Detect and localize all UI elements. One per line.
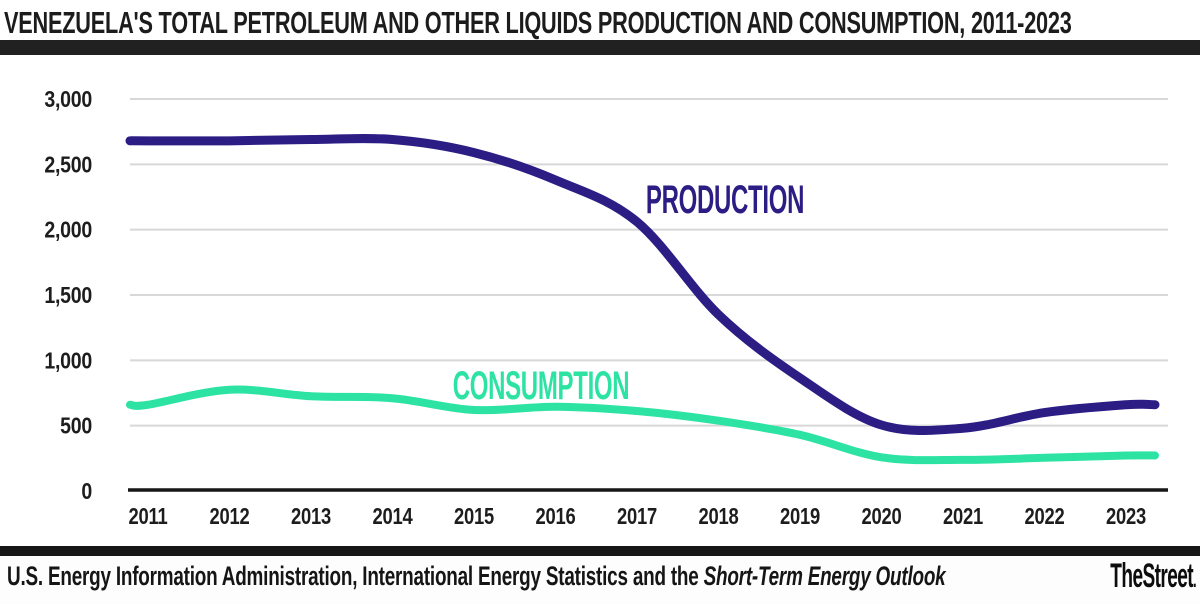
x-tick-label: 2015 xyxy=(454,504,494,529)
y-tick-label: 2,500 xyxy=(44,152,92,178)
source-text-italic: Short-Term Energy Outlook xyxy=(703,561,946,591)
x-tick-label: 2020 xyxy=(862,504,902,529)
source-footer: U.S. Energy Information Administration, … xyxy=(0,546,1200,604)
x-tick-label: 2022 xyxy=(1025,504,1065,529)
chart-header: VENEZUELA'S TOTAL PETROLEUM AND OTHER LI… xyxy=(0,0,1200,56)
x-tick-label: 2016 xyxy=(536,504,576,529)
y-tick-label: 3,000 xyxy=(44,87,92,113)
y-tick-label: 1,500 xyxy=(44,283,92,309)
x-tick-label: 2011 xyxy=(129,504,168,529)
source-text-regular: U.S. Energy Information Administration, … xyxy=(7,561,704,591)
thestreet-logo: TheStreet. xyxy=(1110,557,1196,596)
thestreet-logo-dot: . xyxy=(1193,567,1196,592)
series-line-production xyxy=(125,133,1160,436)
title-underline-bar xyxy=(0,40,1200,55)
y-tick-label: 1,000 xyxy=(44,348,92,374)
series-label-production: PRODUCTION xyxy=(646,177,804,222)
x-tick-label: 2021 xyxy=(943,504,983,529)
x-tick-label: 2023 xyxy=(1106,504,1146,529)
page-title: VENEZUELA'S TOTAL PETROLEUM AND OTHER LI… xyxy=(4,5,1072,40)
series-line-consumption xyxy=(126,385,1159,465)
y-tick-label: 500 xyxy=(60,413,92,439)
x-tick-label: 2014 xyxy=(373,504,414,529)
source-text: U.S. Energy Information Administration, … xyxy=(7,561,946,592)
x-tick-label: 2017 xyxy=(617,504,657,529)
x-tick-label: 2012 xyxy=(210,504,250,529)
y-tick-label: 2,000 xyxy=(44,217,92,243)
x-tick-label: 2019 xyxy=(780,504,820,529)
thestreet-logo-text: TheStreet xyxy=(1110,557,1194,595)
x-tick-label: 2018 xyxy=(699,504,739,529)
y-tick-label: 0 xyxy=(81,479,92,505)
x-tick-label: 2013 xyxy=(291,504,331,529)
series-label-consumption: CONSUMPTION xyxy=(453,363,630,408)
